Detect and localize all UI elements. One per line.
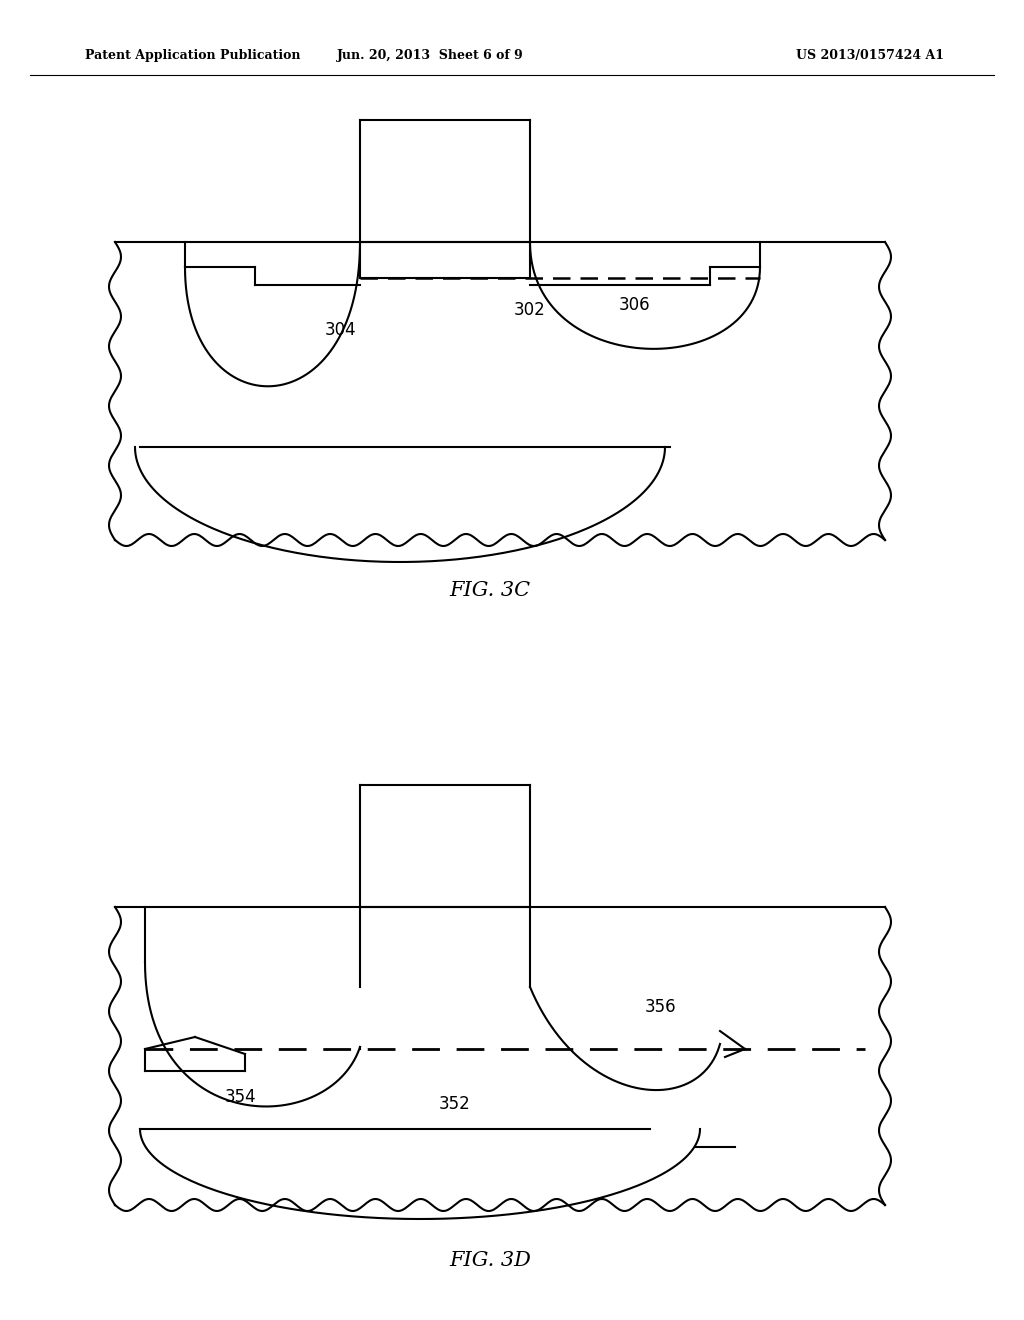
Text: 352: 352 <box>439 1096 471 1113</box>
Text: 306: 306 <box>620 296 651 314</box>
Text: US 2013/0157424 A1: US 2013/0157424 A1 <box>796 49 944 62</box>
Text: FIG. 3C: FIG. 3C <box>450 581 530 599</box>
Text: Jun. 20, 2013  Sheet 6 of 9: Jun. 20, 2013 Sheet 6 of 9 <box>337 49 523 62</box>
Text: 304: 304 <box>325 321 355 339</box>
Text: 302: 302 <box>514 301 546 319</box>
Text: 354: 354 <box>224 1088 256 1106</box>
Text: Patent Application Publication: Patent Application Publication <box>85 49 300 62</box>
Text: 356: 356 <box>644 998 676 1016</box>
Text: FIG. 3D: FIG. 3D <box>450 1250 530 1270</box>
